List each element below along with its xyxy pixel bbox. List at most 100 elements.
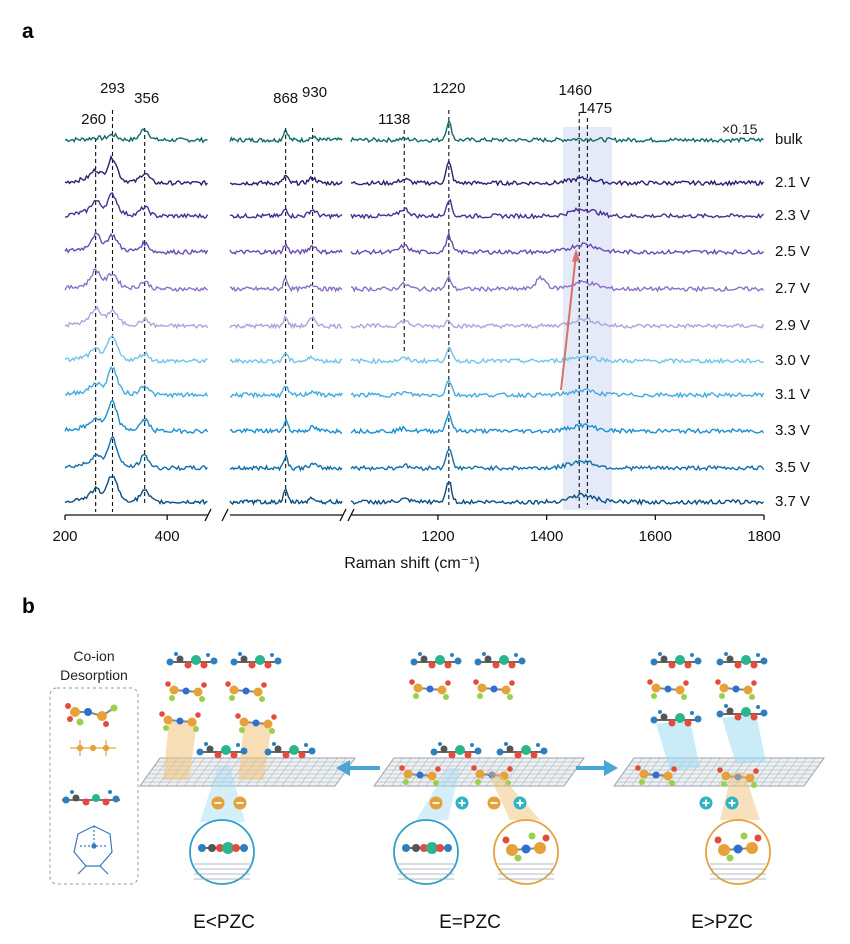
axis-break-2a — [339, 508, 347, 522]
trace-3-3-V — [64, 399, 209, 435]
negative-charge — [233, 796, 247, 810]
trace-2-9-V — [64, 305, 209, 330]
series-label: 3.3 V — [775, 422, 810, 439]
negative-charge — [487, 796, 501, 810]
negative-charge — [429, 796, 443, 810]
x-tick-label: 1400 — [530, 528, 563, 545]
series-label: 2.1 V — [775, 174, 810, 191]
legend-cation-icon — [62, 790, 120, 806]
trace-3-7-V — [64, 475, 208, 506]
trace-2-5-V — [350, 230, 764, 256]
peak-label-1138: 1138 — [378, 111, 410, 128]
anion-molecule — [159, 711, 201, 732]
trace-2-7-V — [229, 277, 343, 294]
series-label: 3.7 V — [775, 493, 810, 510]
negative-charge — [211, 796, 225, 810]
panel-a-label: a — [22, 20, 34, 43]
trace-3-7-V — [229, 488, 343, 506]
trace-2-5-V — [229, 243, 343, 256]
trace-bulk — [350, 119, 764, 144]
desorption-beams — [163, 714, 766, 780]
trace-3-1-V — [350, 379, 765, 399]
trace-2-3-V — [350, 198, 764, 220]
peak-label-1220: 1220 — [432, 80, 465, 97]
x-tick-label: 1800 — [747, 528, 780, 545]
trace-3-0-V — [229, 352, 343, 365]
cation-molecule — [474, 652, 526, 669]
cation-molecule — [264, 742, 316, 759]
cation-molecule — [496, 742, 548, 759]
anion-molecule — [165, 681, 207, 702]
legend-anion-formula — [70, 740, 116, 756]
zoom-circle — [189, 819, 255, 885]
trace-2-1-V — [64, 154, 208, 187]
trace-3-3-V — [229, 417, 343, 434]
peak-label-293: 293 — [100, 80, 125, 97]
trace-2-7-V — [64, 268, 208, 293]
peak-label-1460: 1460 — [559, 82, 592, 99]
trace-2-1-V — [229, 174, 343, 187]
cation-molecule — [650, 652, 702, 669]
zoom-beam — [416, 768, 460, 820]
positive-charge — [699, 796, 713, 810]
x-tick-label: 1200 — [421, 528, 454, 545]
anion-molecule — [647, 679, 689, 700]
trace-3-0-V — [350, 346, 764, 365]
trace-2-7-V — [350, 274, 765, 293]
trace-2-5-V — [64, 231, 209, 256]
trace-3-3-V — [350, 410, 765, 435]
series-label: 3.0 V — [775, 352, 810, 369]
anion-molecule — [409, 679, 451, 700]
legend-box — [49, 687, 139, 885]
zoom-beam — [200, 766, 245, 822]
condition-label-equal: E=PZC — [439, 912, 501, 933]
trace-3-0-V — [64, 334, 208, 365]
peak-label-930: 930 — [302, 84, 327, 101]
cation-molecule — [196, 742, 248, 759]
anion-molecule — [399, 765, 441, 786]
arrow-right — [576, 760, 618, 776]
series-label: 2.9 V — [775, 317, 810, 334]
positive-charge — [513, 796, 527, 810]
trace-3-1-V — [229, 385, 343, 399]
series-label: 2.7 V — [775, 280, 810, 297]
trace-3-5-V — [350, 448, 765, 472]
trace-2-9-V — [350, 316, 765, 330]
legend-anion-icon — [65, 703, 118, 727]
voltage-labels: bulk 2.1 V 2.3 V 2.5 V 2.7 V 2.9 V 3.0 V 3.1 V 3… — [775, 131, 810, 510]
cation-molecule — [230, 652, 282, 669]
trace-3-5-V — [229, 452, 343, 472]
anion-molecule — [635, 765, 677, 786]
x-tick-label: 400 — [155, 528, 180, 545]
zoom-circle — [705, 819, 771, 885]
condition-label-greater: E>PZC — [691, 912, 753, 933]
anion-molecule — [473, 679, 515, 700]
trace-2-3-V — [229, 207, 343, 220]
zoom-beam — [488, 772, 540, 820]
anion-molecule — [715, 679, 757, 700]
trace-3-5-V — [64, 435, 208, 472]
positive-charge — [725, 796, 739, 810]
cation-molecule — [166, 652, 218, 669]
arrow-left — [336, 760, 380, 776]
legend-ether-icon — [73, 825, 113, 875]
spectra-traces — [64, 119, 765, 506]
legend-title-line2: Desorption — [60, 667, 128, 683]
anion-molecule — [225, 681, 267, 702]
x-tick-label: 200 — [52, 528, 77, 545]
positive-charge — [455, 796, 469, 810]
condition-label-less: E<PZC — [193, 912, 255, 933]
x-tick-label: 1600 — [639, 528, 672, 545]
trace-3-7-V — [350, 481, 764, 506]
panel-b-label: b — [22, 595, 35, 618]
zoom-circle — [393, 819, 459, 885]
x-axis: 200 400 1200 1400 1600 1800 — [52, 508, 781, 545]
peak-lines — [95, 110, 588, 512]
trace-bulk — [64, 128, 208, 144]
cation-molecule — [650, 710, 702, 727]
series-label: 2.5 V — [775, 243, 810, 260]
trace-3-1-V — [64, 366, 209, 399]
peak-label-1475: 1475 — [579, 100, 612, 117]
